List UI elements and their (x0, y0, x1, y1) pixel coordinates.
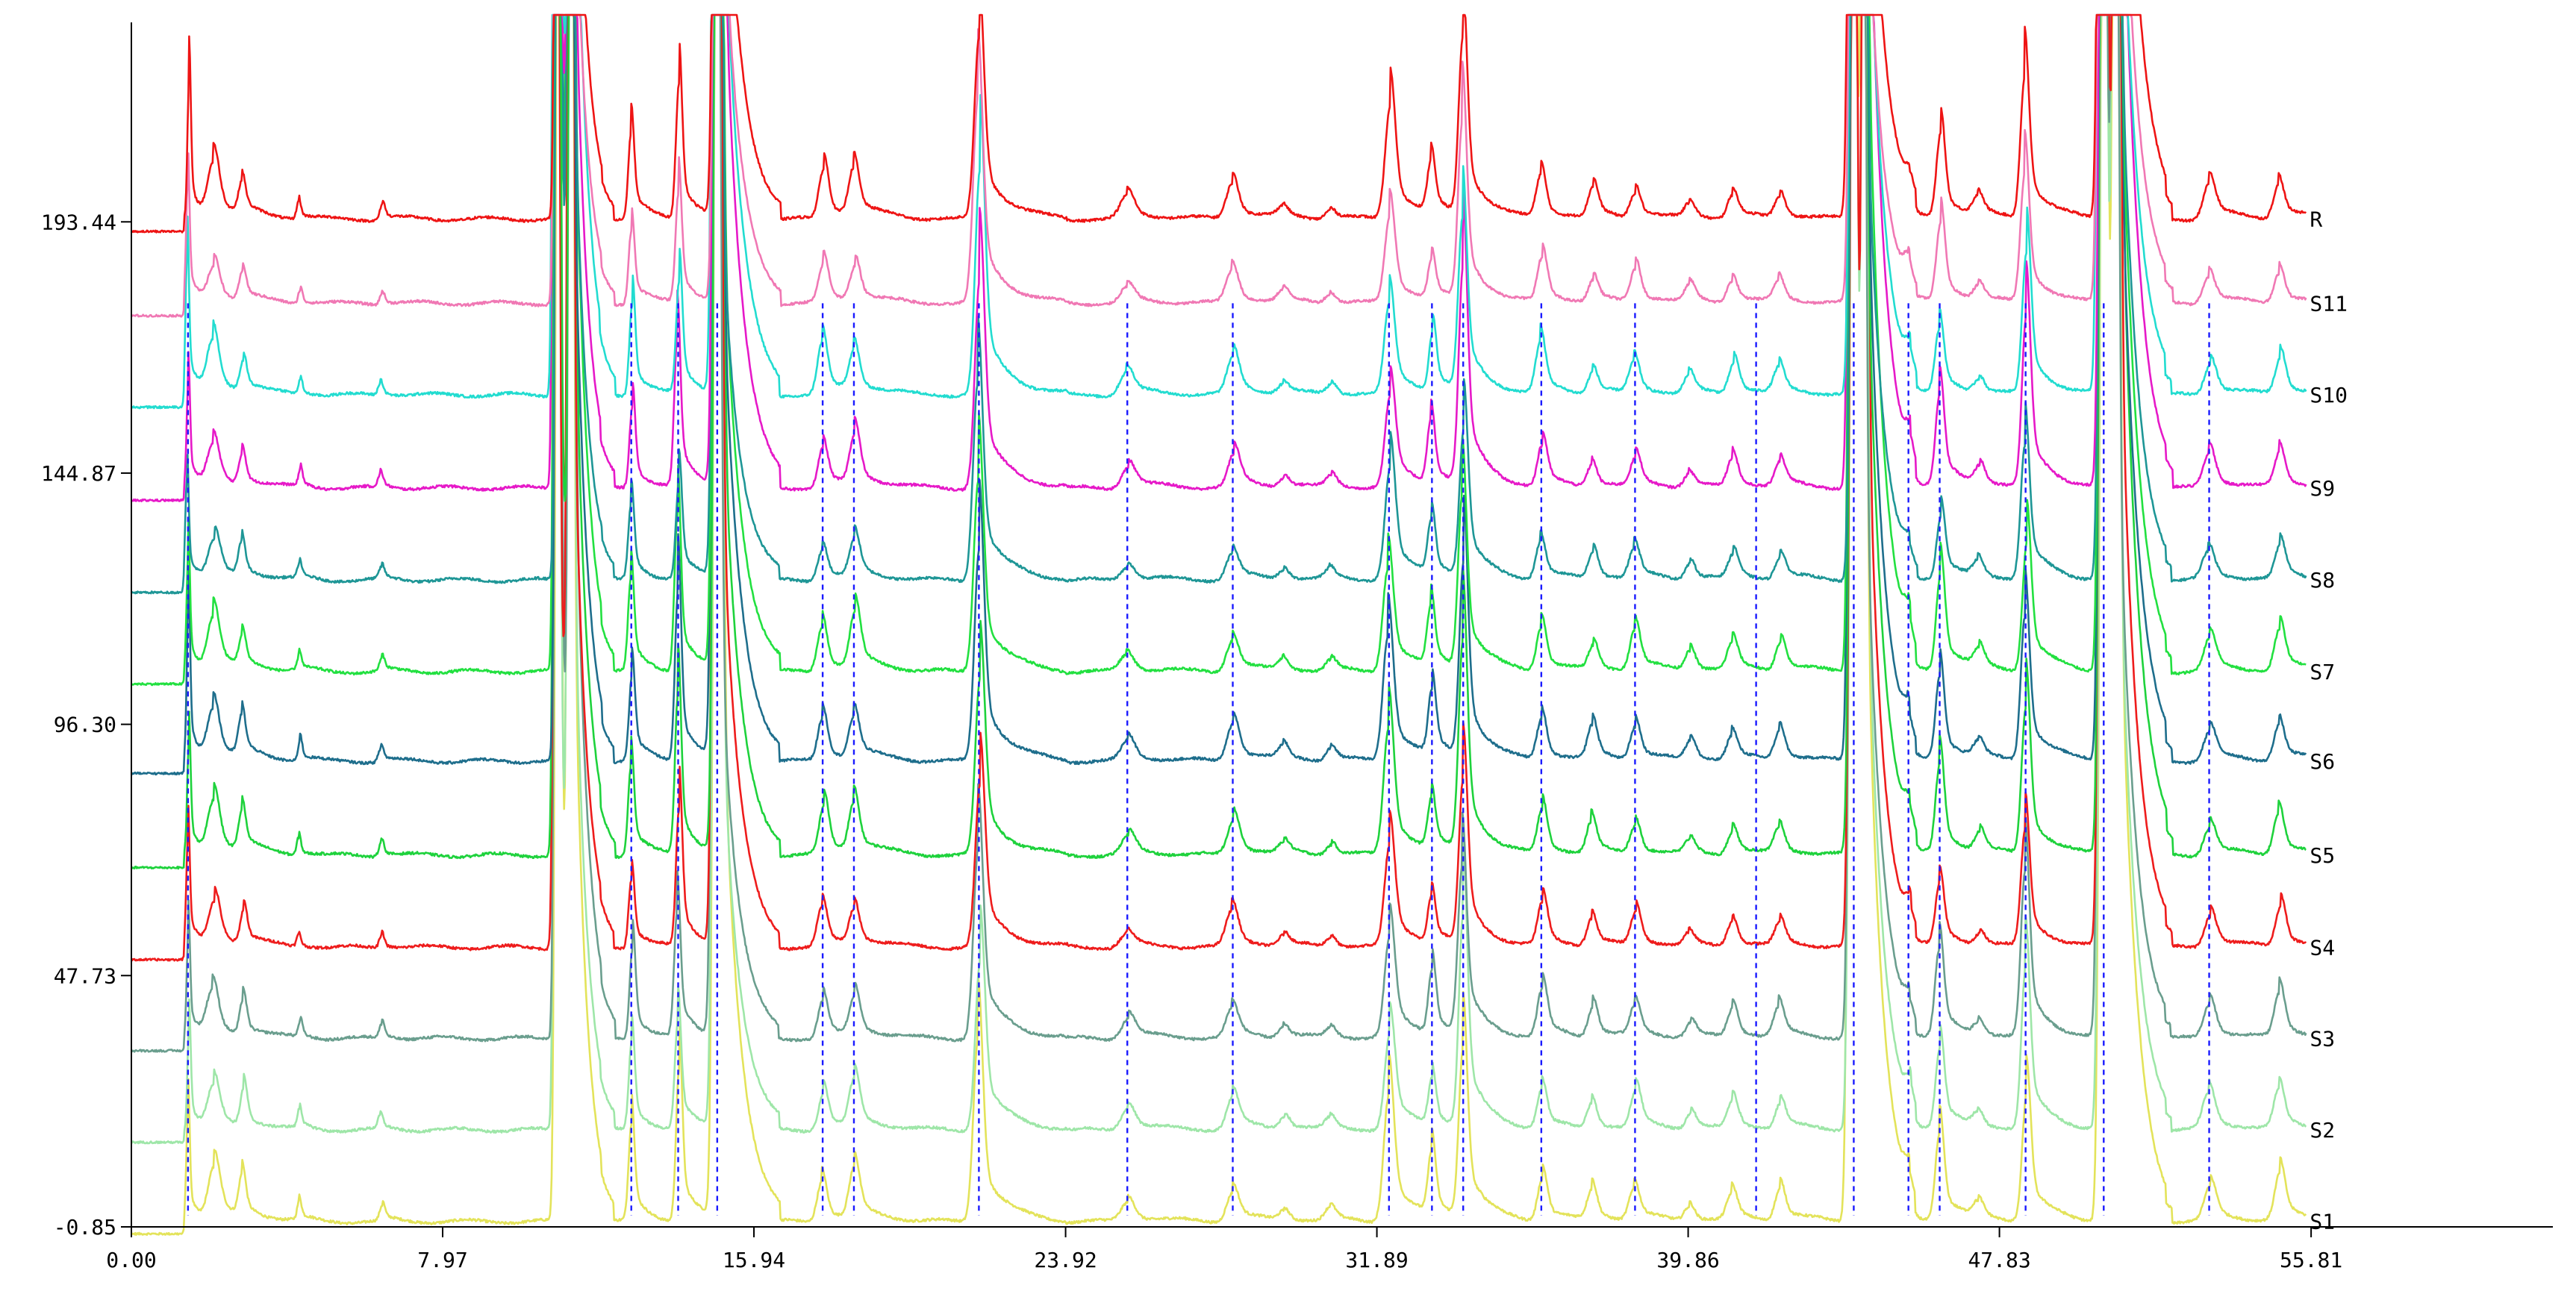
trace-s7 (130, 13, 2307, 687)
trace-label-s11: S11 (2310, 291, 2348, 316)
trace-label-s9: S9 (2310, 476, 2335, 501)
x-tick-label: 7.97 (417, 1248, 467, 1272)
trace-s3 (130, 13, 2307, 1053)
y-tick-label: 193.44 (41, 210, 116, 234)
trace-label-s2: S2 (2310, 1118, 2335, 1143)
trace-label-r: R (2310, 207, 2322, 231)
trace-s1 (131, 13, 2307, 1236)
trace-label-s6: S6 (2310, 749, 2335, 774)
y-tick-label: 47.73 (54, 963, 116, 988)
x-tick-label: 23.92 (1034, 1248, 1097, 1272)
trace-s6 (130, 13, 2307, 776)
x-tick-label: 31.89 (1345, 1248, 1408, 1272)
y-ticks-group: -0.85 47.73 96.30 144.87 193.44 (41, 210, 131, 1240)
traces-group (130, 13, 2307, 1236)
axes-group (131, 22, 2553, 1228)
trace-label-s1: S1 (2310, 1210, 2335, 1234)
trace-s11 (130, 13, 2307, 318)
trace-r (130, 13, 2307, 234)
trace-s8 (130, 13, 2307, 595)
y-tick-label: -0.85 (54, 1215, 116, 1240)
trace-label-s8: S8 (2310, 568, 2335, 593)
x-tick-label: 0.00 (106, 1248, 156, 1272)
trace-s5 (130, 13, 2307, 870)
x-tick-label: 55.81 (2280, 1248, 2342, 1272)
trace-s2 (131, 13, 2307, 1145)
trace-label-s5: S5 (2310, 843, 2335, 868)
marker-lines-group (187, 303, 2210, 1216)
y-tick-label: 96.30 (54, 713, 116, 737)
trace-s4 (131, 13, 2307, 962)
trace-label-s7: S7 (2310, 660, 2335, 684)
trace-label-s10: S10 (2310, 383, 2348, 407)
x-tick-label: 39.86 (1656, 1248, 1719, 1272)
trace-labels-group: S1 S2 S3 S4 S5 S6 S7 S8 S9 S10 S11 R (2310, 207, 2348, 1234)
trace-s9 (131, 13, 2307, 502)
x-tick-label: 15.94 (723, 1248, 785, 1272)
y-tick-label: 144.87 (41, 461, 116, 486)
x-ticks-group: 0.00 7.97 15.94 23.92 31.89 39.86 47.83 55.81 (106, 1227, 2342, 1272)
trace-s10 (131, 13, 2307, 410)
x-tick-label: 47.83 (1968, 1248, 2030, 1272)
trace-label-s4: S4 (2310, 935, 2335, 960)
trace-label-s3: S3 (2310, 1026, 2335, 1051)
